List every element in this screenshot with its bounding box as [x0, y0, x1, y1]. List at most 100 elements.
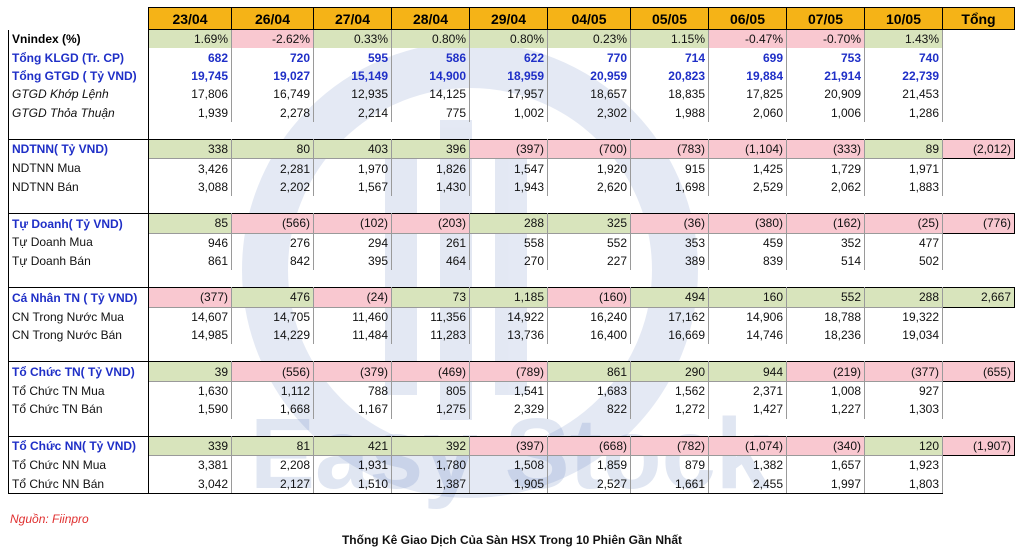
value-cell: 18,657	[547, 85, 631, 104]
value-cell: 270	[469, 251, 548, 271]
group-row: NDTNN( Tỷ VND) 338 80 403 396 (397) (700) (783)…	[8, 138, 1015, 160]
value-cell: (782)	[630, 435, 709, 457]
value-cell: 1.69%	[148, 29, 232, 49]
value-cell: 16,240	[547, 307, 631, 327]
value-cell: 2,529	[708, 177, 787, 197]
value-cell: 0.33%	[313, 29, 392, 49]
total-cell: (2,012)	[942, 138, 1015, 160]
value-cell: 19,034	[864, 326, 943, 345]
spacer-row	[8, 196, 1015, 214]
value-cell: 389	[630, 251, 709, 271]
value-cell: (700)	[547, 138, 631, 160]
value-cell: 477	[864, 233, 943, 252]
value-cell: (377)	[148, 287, 232, 308]
value-cell: 788	[313, 381, 392, 401]
value-cell: (160)	[547, 287, 631, 308]
total-cell: 2,667	[942, 287, 1015, 308]
total-header: Tổng	[942, 7, 1015, 30]
value-cell: -2.62%	[231, 29, 314, 49]
header-row: 23/04 26/04 27/04 28/04 29/04 04/05 05/05 06/05…	[9, 7, 1015, 30]
value-cell	[709, 270, 787, 288]
value-cell	[709, 344, 787, 362]
value-cell	[470, 196, 548, 214]
value-cell: 18,236	[786, 326, 865, 345]
value-cell: 14,900	[391, 66, 470, 86]
total-cell	[943, 104, 1015, 122]
date-header: 07/05	[786, 7, 865, 30]
value-cell: 18,959	[469, 66, 548, 86]
value-cell: (566)	[231, 213, 314, 234]
table-row: Vnindex (%) 1.69% -2.62% 0.33% 0.80% 0.80% 0.2…	[8, 29, 1015, 49]
group-row: Tự Doanh( Tỷ VND) 85 (566) (102) (203) 288 325…	[8, 213, 1015, 234]
value-cell: 842	[231, 251, 314, 271]
row-label: Tổ Chức TN Bán	[8, 400, 149, 419]
value-cell: 396	[391, 138, 470, 160]
date-header: 06/05	[708, 7, 787, 30]
value-cell: 14,607	[148, 307, 232, 327]
total-cell	[943, 400, 1015, 418]
value-cell: 11,283	[391, 326, 470, 345]
value-cell: 19,322	[864, 307, 943, 327]
value-cell: (397)	[469, 435, 548, 457]
total-cell	[943, 85, 1015, 103]
value-cell: 1,630	[148, 381, 232, 401]
row-label: CN Trong Nước Bán	[8, 326, 149, 345]
date-header: 27/04	[313, 7, 392, 30]
value-cell: (25)	[864, 213, 943, 234]
value-cell: 2,208	[231, 455, 314, 475]
value-cell: (397)	[469, 138, 548, 160]
value-cell: 20,909	[786, 85, 865, 104]
value-cell	[232, 344, 314, 362]
value-cell	[149, 270, 232, 288]
value-cell: (1,074)	[708, 435, 787, 457]
date-header: 05/05	[630, 7, 709, 30]
value-cell	[709, 196, 787, 214]
value-cell	[232, 419, 314, 437]
value-cell: 1,185	[469, 287, 548, 308]
value-cell	[548, 122, 631, 140]
value-cell: 22,739	[864, 66, 943, 86]
value-cell: 502	[864, 251, 943, 271]
value-cell: 325	[547, 213, 631, 234]
value-cell	[470, 270, 548, 288]
value-cell: (340)	[786, 435, 865, 457]
value-cell: 1,905	[469, 474, 548, 494]
row-label: Tổ Chức NN( Tỷ VND)	[8, 435, 149, 456]
value-cell: (789)	[469, 361, 548, 382]
row-label: Tổ Chức NN Bán	[8, 474, 149, 494]
row-label: NDTNN Mua	[8, 158, 149, 178]
value-cell: 682	[148, 48, 232, 67]
total-cell	[943, 67, 1015, 85]
value-cell: (203)	[391, 213, 470, 234]
table-row: CN Trong Nước Bán 14,985 14,229 11,484 11,28…	[8, 326, 1015, 345]
date-header: 26/04	[231, 7, 314, 30]
value-cell	[232, 122, 314, 140]
value-cell: 1.43%	[864, 29, 943, 49]
value-cell: 558	[469, 233, 548, 252]
total-cell	[943, 196, 1015, 214]
value-cell	[149, 122, 232, 140]
value-cell: 1,567	[313, 177, 392, 197]
value-cell: 1,510	[313, 474, 392, 494]
row-label: Tổ Chức TN Mua	[8, 381, 149, 401]
value-cell: 11,484	[313, 326, 392, 345]
total-cell	[943, 326, 1015, 344]
value-cell: 1,920	[547, 158, 631, 178]
total-cell	[943, 122, 1015, 140]
value-cell	[548, 270, 631, 288]
value-cell	[865, 270, 943, 288]
value-cell	[631, 419, 709, 437]
value-cell: (556)	[231, 361, 314, 382]
value-cell	[709, 122, 787, 140]
total-cell	[943, 270, 1015, 288]
value-cell: 160	[708, 287, 787, 308]
row-label	[8, 121, 149, 140]
value-cell: 352	[786, 233, 865, 252]
row-label: NDTNN Bán	[8, 177, 149, 197]
value-cell: 1,657	[786, 455, 865, 475]
value-cell: 1,803	[864, 474, 943, 494]
value-cell: 514	[786, 251, 865, 271]
value-cell: 2,060	[708, 103, 787, 122]
row-label: Tổng KLGD (Tr. CP)	[8, 48, 149, 67]
value-cell: -0.70%	[786, 29, 865, 49]
